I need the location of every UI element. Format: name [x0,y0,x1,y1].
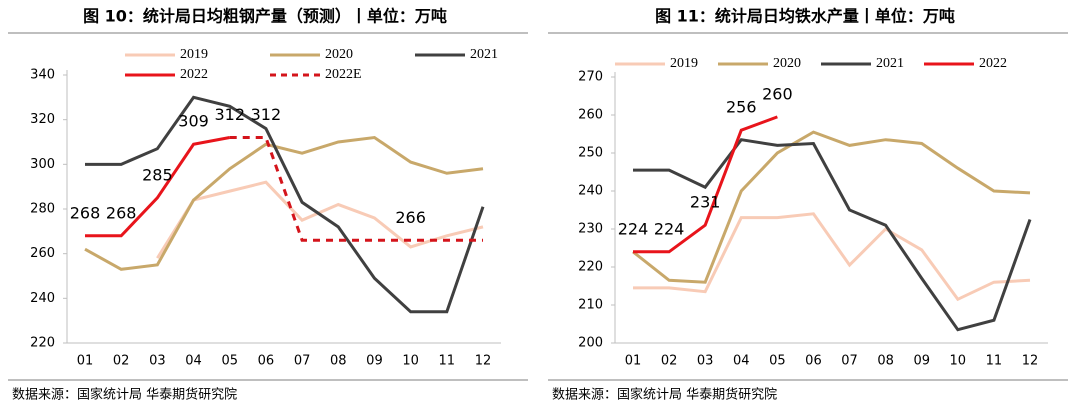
y-tick-label: 250 [578,146,603,161]
series-line [633,138,1032,332]
series-line [632,130,1031,284]
data-label: 266 [395,208,426,227]
x-tick-label: 04 [733,354,750,369]
series-line [85,136,231,238]
data-label: 224 [618,219,649,238]
x-tick-label: 10 [950,354,967,369]
series-line [633,212,1031,302]
y-tick-label: 210 [578,298,603,313]
x-tick-label: 06 [805,354,822,369]
data-label: 312 [251,105,282,124]
legend-label: 2021 [876,56,904,71]
y-tick-label: 340 [30,68,55,83]
data-label: 231 [690,193,721,212]
y-tick-label: 280 [30,202,55,217]
chart-title: 图 11：统计局日均铁水产量丨单位：万吨 [655,7,955,26]
y-tick-label: 220 [30,336,55,351]
y-tick-label: 240 [578,184,603,199]
data-label: 309 [178,112,209,131]
x-tick-label: 08 [330,354,347,369]
x-tick-label: 08 [877,354,894,369]
data-label: 285 [142,165,173,184]
legend-label: 2020 [325,47,353,62]
y-tick-label: 230 [578,222,603,237]
y-tick-label: 260 [578,108,603,123]
x-tick-label: 11 [986,354,1003,369]
source: 数据来源：国家统计局 华泰期货研究院 [552,387,777,403]
legend-label: 2021 [470,47,498,62]
y-tick-label: 260 [30,246,55,261]
x-tick-label: 11 [439,354,456,369]
series-line [85,95,485,314]
legend-label: 2020 [773,56,801,71]
data-label: 268 [70,203,101,222]
y-tick-label: 220 [578,260,603,275]
x-tick-label: 05 [769,354,786,369]
legend-label: 2019 [180,47,208,62]
x-tick-label: 01 [77,354,94,369]
series-line [633,115,778,254]
series-line [84,135,484,271]
y-tick-label: 270 [578,70,603,85]
y-tick-label: 320 [30,112,55,127]
legend-label: 2022E [325,67,362,82]
x-tick-label: 12 [475,354,492,369]
y-tick-label: 200 [578,336,603,351]
x-tick-label: 01 [625,354,642,369]
x-tick-label: 09 [913,354,930,369]
x-tick-label: 10 [402,354,419,369]
data-label: 260 [762,84,793,103]
legend-label: 2022 [180,67,208,82]
x-tick-label: 02 [113,354,130,369]
y-tick-label: 300 [30,157,55,172]
x-tick-label: 07 [841,354,858,369]
data-label: 224 [654,219,685,238]
x-tick-label: 07 [294,354,311,369]
source: 数据来源：国家统计局 华泰期货研究院 [12,387,237,403]
y-tick-label: 240 [30,291,55,306]
data-label: 268 [106,203,137,222]
x-tick-label: 05 [221,354,238,369]
x-tick-label: 06 [258,354,275,369]
data-label: 256 [726,98,757,117]
data-label: 312 [214,105,245,124]
x-tick-label: 03 [149,354,166,369]
x-tick-label: 12 [1022,354,1039,369]
legend-label: 2019 [670,56,698,71]
chart-title: 图 10：统计局日均粗钢产量（预测）丨单位：万吨 [83,7,447,26]
x-tick-label: 03 [697,354,714,369]
x-tick-label: 02 [661,354,678,369]
legend-label: 2022 [979,56,1007,71]
series-line [229,136,483,242]
x-tick-label: 04 [185,354,202,369]
series-line [156,180,484,259]
x-tick-label: 09 [366,354,383,369]
